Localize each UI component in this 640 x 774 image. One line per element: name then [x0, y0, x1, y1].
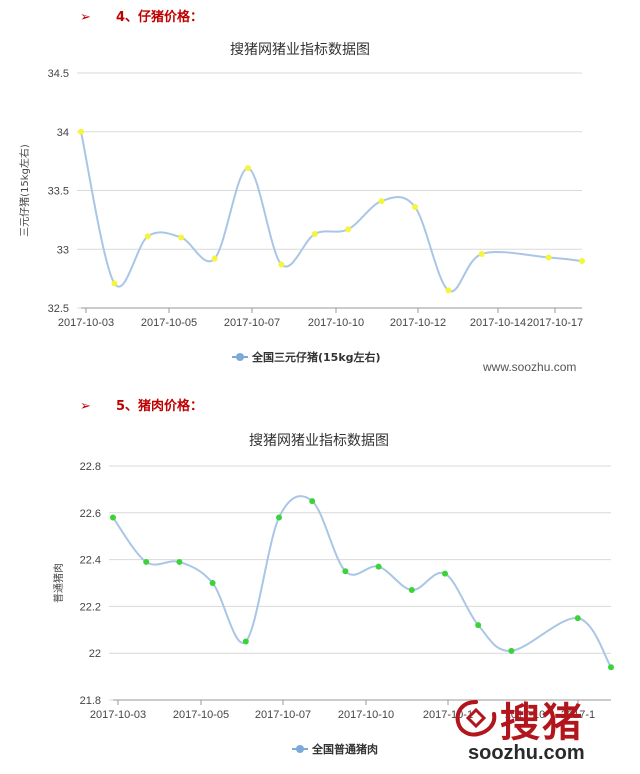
x-tick-label: 2017-10-03: [58, 317, 114, 329]
x-tick-label: 2017-10-07: [224, 317, 280, 329]
piglet-price-chart: 搜猪网猪业指标数据图 32.5 33 33.5 34 34.5 三元仔猪(15kg左右) 20…: [18, 42, 585, 364]
y-tick-label: 22.2: [80, 601, 101, 613]
soozhu-logo: 搜猪 soozhu.com: [448, 690, 638, 770]
series-line: [112, 495, 612, 668]
data-point: [545, 254, 552, 261]
data-point: [78, 128, 84, 135]
section-heading-label: 5、猪肉价格：: [116, 399, 204, 414]
y-tick-label: 22.4: [80, 555, 101, 567]
data-point: [608, 664, 614, 671]
legend-label[interactable]: 全国普通猪肉: [311, 742, 378, 756]
x-tick-label: 2017-10-17: [527, 317, 583, 329]
series-line: [80, 131, 583, 293]
y-tick-label: 33: [57, 244, 69, 256]
data-point: [579, 258, 585, 264]
data-point: [311, 230, 318, 237]
arrow-bullet-icon: ➢: [80, 399, 91, 414]
y-axis-label: 三元仔猪(15kg左右): [18, 144, 31, 237]
y-tick-label: 22: [89, 648, 101, 660]
data-point: [342, 568, 349, 575]
section-heading-label: 4、仔猪价格：: [116, 10, 204, 25]
x-tick-label: 2017-1: [561, 709, 595, 721]
data-point: [378, 198, 385, 205]
x-tick-label: 2017-10: [505, 709, 545, 721]
data-point: [110, 514, 116, 521]
x-tick-label: 2017-10-05: [141, 317, 197, 329]
y-tick-label: 22.6: [80, 508, 101, 520]
data-point: [278, 261, 285, 268]
data-point: [408, 587, 415, 594]
y-tick-label: 33.5: [48, 186, 69, 198]
data-point: [445, 287, 452, 294]
y-tick-label: 34: [57, 127, 69, 139]
legend-marker-icon: [236, 353, 244, 361]
x-tick-label: 2017-10-14: [470, 317, 526, 329]
data-point: [574, 615, 581, 622]
data-point: [412, 203, 418, 210]
data-point: [276, 514, 282, 521]
x-tick-label: 2017-10-10: [308, 317, 364, 329]
data-point: [143, 558, 150, 565]
data-point: [478, 250, 485, 257]
legend-marker-icon: [296, 745, 304, 753]
chart-title: 搜猪网猪业指标数据图: [230, 42, 370, 58]
data-point: [209, 580, 216, 586]
y-axis-label: 普通猪肉: [52, 563, 65, 603]
chart-title: 搜猪网猪业指标数据图: [249, 433, 389, 449]
pig-logo-icon: [455, 700, 497, 737]
data-point: [508, 647, 515, 654]
data-point: [375, 563, 382, 570]
data-point: [211, 255, 218, 262]
legend-label[interactable]: 全国三元仔猪(15kg左右): [251, 350, 381, 364]
data-point: [309, 498, 316, 505]
x-tick-label: 2017-10-07: [255, 709, 311, 721]
data-point: [245, 165, 251, 172]
x-tick-label: 2017-10-10: [338, 709, 394, 721]
x-tick-label: 2017-10-12: [390, 317, 446, 329]
y-tick-label: 22.8: [80, 461, 101, 473]
watermark-url: www.soozhu.com: [483, 360, 577, 374]
data-point: [442, 570, 448, 577]
x-tick-label: 2017-10-03: [90, 709, 146, 721]
arrow-bullet-icon: ➢: [80, 10, 91, 25]
y-tick-label: 32.5: [48, 303, 69, 315]
section-heading-pork: ➢ 5、猪肉价格：: [80, 395, 203, 414]
logo-text-cn: 搜猪: [500, 699, 584, 746]
x-tick-label: 2017-10-05: [173, 709, 229, 721]
data-point: [176, 558, 183, 565]
logo-text-en: soozhu.com: [468, 742, 585, 764]
y-tick-label: 21.8: [80, 695, 101, 707]
data-point: [144, 233, 151, 240]
section-heading-piglet: ➢ 4、仔猪价格：: [80, 6, 203, 25]
data-point: [178, 234, 185, 241]
y-tick-label: 34.5: [48, 68, 69, 80]
data-point: [242, 638, 249, 645]
data-point: [475, 622, 482, 629]
data-point: [345, 226, 352, 233]
data-point: [111, 280, 118, 287]
